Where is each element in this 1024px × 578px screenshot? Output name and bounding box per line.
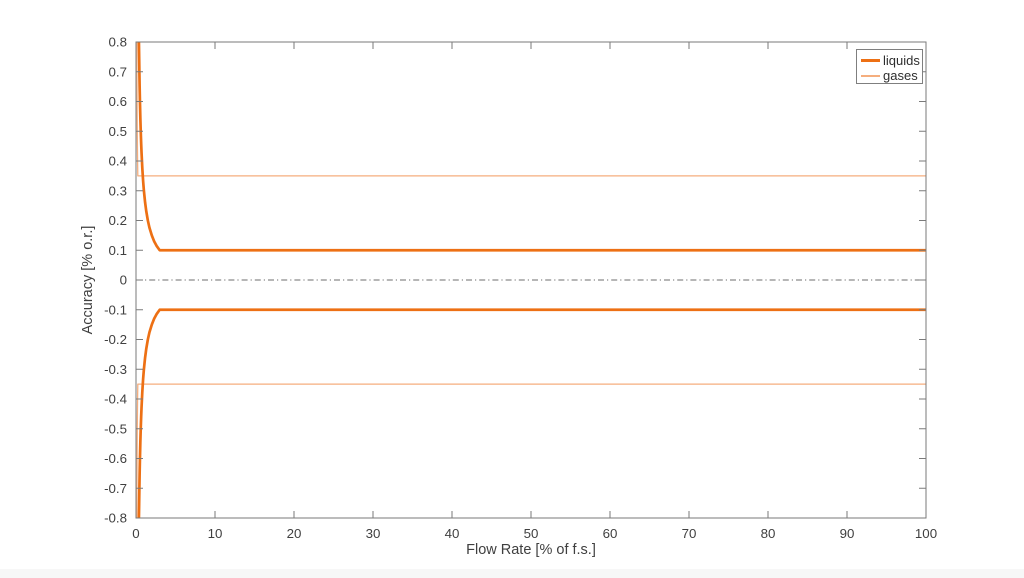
- x-axis-title: Flow Rate [% of f.s.]: [466, 542, 596, 558]
- y-tick-label: -0.5: [104, 421, 127, 436]
- legend-label-liquids: liquids: [883, 53, 920, 68]
- y-tick-label: 0.1: [109, 243, 128, 258]
- series-line-liquids-upper: [137, 41, 926, 252]
- y-tick-label: 0.8: [109, 35, 128, 50]
- gases-line-swatch: [861, 74, 880, 77]
- x-tick-label: 40: [445, 526, 460, 541]
- y-tick-label: 0.2: [109, 213, 128, 228]
- y-axis-title: Accuracy [% o.r.]: [80, 225, 96, 335]
- series-line-gases-upper: [136, 41, 926, 177]
- x-tick-label: 70: [682, 526, 697, 541]
- y-tick-label: -0.1: [104, 302, 127, 317]
- y-tick-label: -0.4: [104, 392, 127, 407]
- y-tick-label: -0.3: [104, 362, 127, 377]
- y-tick-label: -0.8: [104, 511, 127, 526]
- series-line-liquids-lower: [137, 308, 926, 519]
- y-tick-label: -0.6: [104, 451, 127, 466]
- y-tick-label: 0.3: [109, 183, 128, 198]
- y-tick-label: 0: [120, 273, 127, 288]
- x-tick-label: 0: [132, 526, 139, 541]
- y-tick-label: 0.4: [109, 154, 128, 169]
- x-tick-label: 50: [524, 526, 539, 541]
- y-tick-label: -0.7: [104, 481, 127, 496]
- x-tick-label: 30: [366, 526, 381, 541]
- x-tick-label: 100: [915, 526, 937, 541]
- x-tick-label: 90: [840, 526, 855, 541]
- y-tick-label: 0.5: [109, 124, 128, 139]
- plot-box: [135, 41, 927, 519]
- x-tick-label: 20: [287, 526, 302, 541]
- x-tick-label: 10: [208, 526, 223, 541]
- liquids-line-swatch: [861, 59, 880, 62]
- x-tick-label: 60: [603, 526, 618, 541]
- window-bottom-strip: [0, 569, 1024, 578]
- y-tick-label: -0.2: [104, 332, 127, 347]
- y-tick-label: 0.7: [109, 64, 128, 79]
- y-tick-label: 0.6: [109, 94, 128, 109]
- legend: liquids gases: [856, 49, 923, 84]
- legend-item-liquids: liquids: [861, 53, 920, 68]
- x-tick-label: 80: [761, 526, 776, 541]
- series-line-gases-lower: [136, 383, 926, 519]
- legend-item-gases: gases: [861, 68, 918, 83]
- legend-label-gases: gases: [883, 68, 918, 83]
